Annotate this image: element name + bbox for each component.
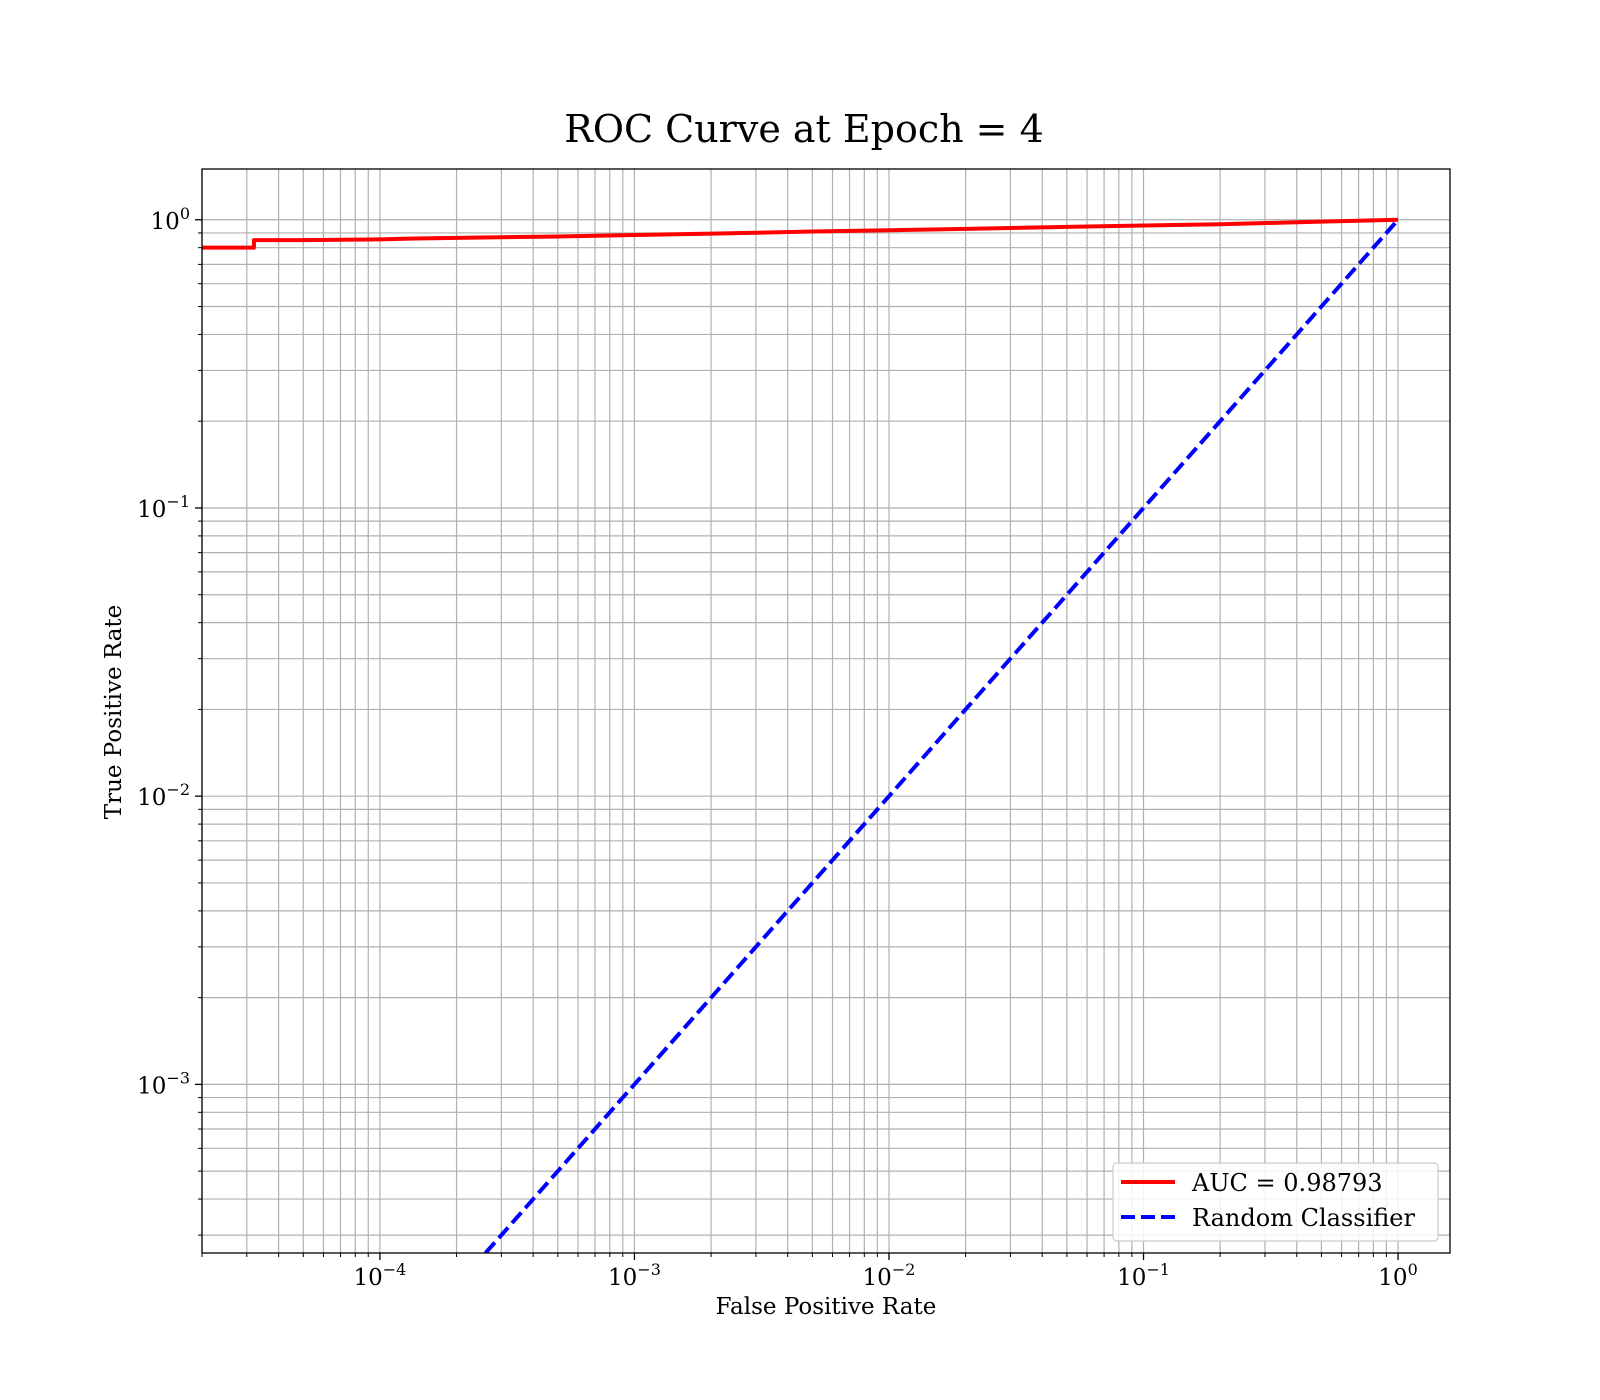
legend-box <box>1112 1162 1439 1242</box>
chart-title: ROC Curve at Epoch = 4 <box>564 107 1044 151</box>
y-tick-label: 10−3 <box>137 1068 190 1099</box>
legend: AUC = 0.98793 Random Classifier <box>1112 1162 1439 1242</box>
plot-frame <box>201 168 1451 1254</box>
random-classifier-line <box>484 218 1400 1253</box>
x-axis-label: False Positive Rate <box>716 1294 937 1320</box>
x-tick-label: 10−4 <box>353 1260 406 1291</box>
legend-label-random: Random Classifier <box>1192 1204 1415 1232</box>
x-tick-label: 10−1 <box>1117 1260 1170 1291</box>
roc-curve-line <box>202 217 1399 250</box>
legend-label-auc: AUC = 0.98793 <box>1191 1169 1383 1197</box>
x-tick-label: 10−2 <box>863 1260 916 1291</box>
x-tick-label: 100 <box>1378 1260 1417 1291</box>
ticks: 10−4 10−3 10−2 10−1 100 10−3 10−2 10−1 100 <box>137 204 1418 1291</box>
y-tick-label: 10−1 <box>137 492 190 523</box>
y-tick-label: 10−2 <box>137 780 190 811</box>
series-layer <box>202 217 1400 1253</box>
y-axis-label: True Positive Rate <box>101 605 127 820</box>
grid <box>201 169 1450 1253</box>
y-tick-label: 100 <box>151 204 190 235</box>
x-tick-label: 10−3 <box>608 1260 661 1291</box>
